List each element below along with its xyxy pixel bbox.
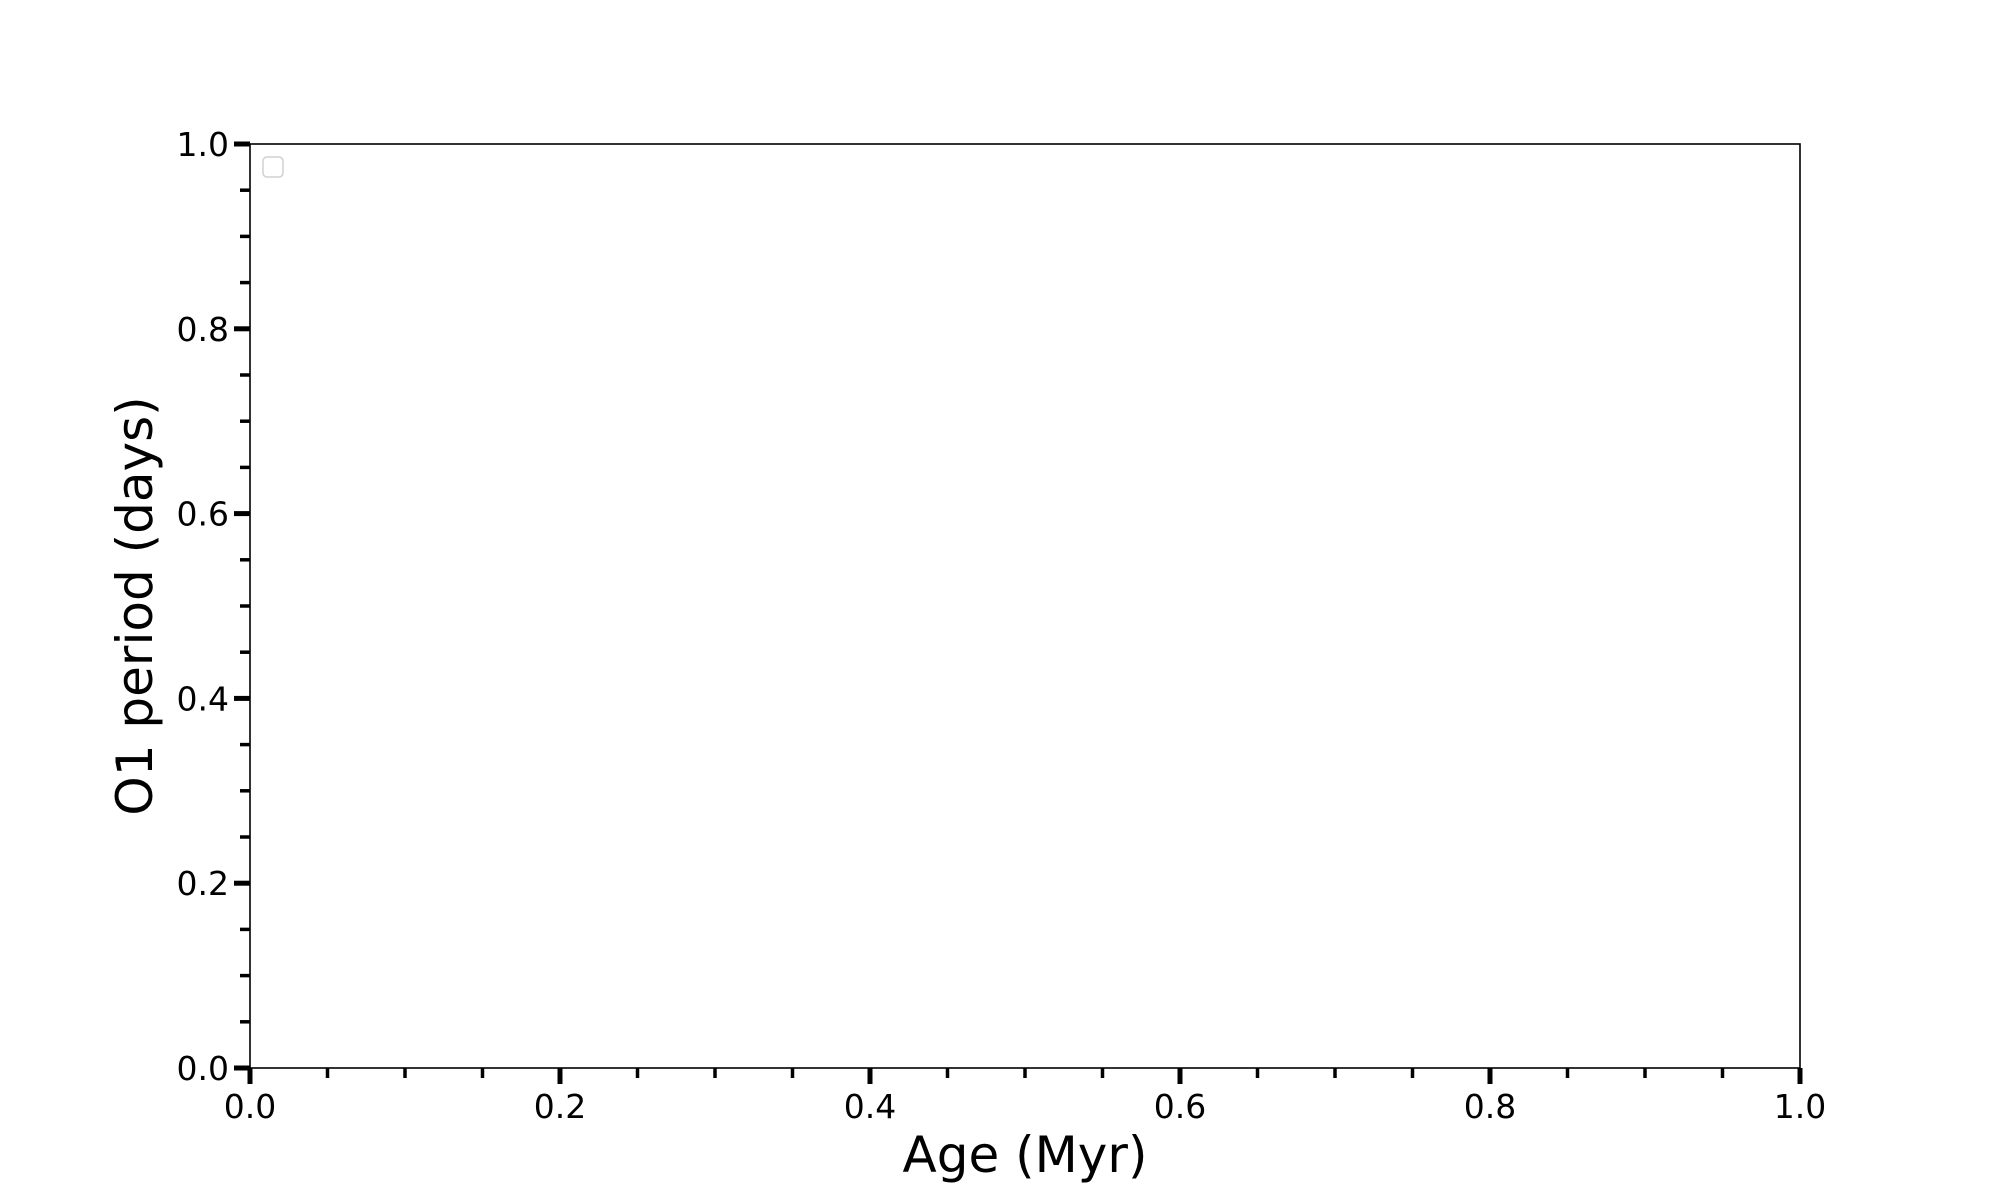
x-tick-label: 0.6 <box>1154 1087 1206 1126</box>
y-tick-label: 0.2 <box>177 864 229 903</box>
y-tick-label: 0.6 <box>177 495 229 534</box>
plot-area <box>249 143 1801 1069</box>
y-tick-label: 0.4 <box>177 679 229 718</box>
y-tick-label: 1.0 <box>177 125 229 164</box>
y-axis-label: O1 period (days) <box>106 396 164 815</box>
x-tick-label: 0.8 <box>1464 1087 1516 1126</box>
x-tick-label: 1.0 <box>1774 1087 1826 1126</box>
x-axis-label: Age (Myr) <box>903 1126 1148 1184</box>
x-tick-label: 0.4 <box>844 1087 896 1126</box>
x-tick-label: 0.2 <box>534 1087 586 1126</box>
legend-box <box>262 156 284 178</box>
ticks: 0.0 0.2 0.4 0.6 0.8 1.0 0.0 0.2 0.4 0.6 0.8 1.0 <box>177 125 1827 1126</box>
y-tick-label: 0.8 <box>177 310 229 349</box>
y-tick-label: 0.0 <box>177 1049 229 1088</box>
x-tick-label: 0.0 <box>224 1087 276 1126</box>
